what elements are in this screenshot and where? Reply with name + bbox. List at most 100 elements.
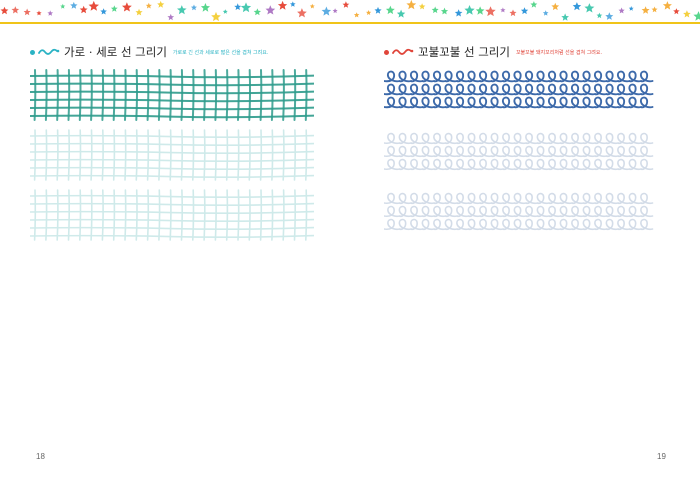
- vertical-stroke: [135, 69, 139, 121]
- section-instruction: 꼬불꼬불 돼지꼬리처럼 선을 겹쳐 그려요.: [515, 49, 603, 56]
- vertical-stroke: [67, 69, 71, 121]
- star-icon: [651, 6, 658, 13]
- horizontal-stroke: [30, 98, 314, 103]
- loop-row-sample: [384, 70, 654, 109]
- vertical-stroke: [305, 189, 308, 241]
- star-icon: [396, 9, 406, 18]
- horizontal-stroke: [30, 194, 314, 199]
- star-icon: [60, 3, 66, 9]
- horizontal-stroke: [30, 142, 314, 147]
- star-icon: [265, 5, 276, 15]
- star-icon: [628, 6, 634, 11]
- vertical-stroke: [237, 129, 240, 181]
- star-icon: [297, 8, 307, 18]
- vertical-stroke: [45, 129, 48, 181]
- vertical-stroke: [259, 189, 263, 241]
- vertical-stroke: [124, 129, 127, 181]
- vertical-stroke: [33, 189, 37, 241]
- vertical-stroke: [180, 129, 184, 181]
- vertical-stroke: [169, 129, 172, 181]
- loop-stroke: [384, 132, 654, 145]
- vertical-stroke: [259, 129, 263, 181]
- vertical-stroke: [44, 69, 48, 121]
- vertical-stroke: [305, 129, 308, 181]
- vertical-stroke: [101, 129, 104, 181]
- star-icon: [234, 3, 242, 10]
- right-section-title: 꼬불꼬불 선 그리기 꼬불꼬불 돼지꼬리처럼 선을 겹쳐 그려요.: [384, 44, 602, 60]
- vertical-stroke: [90, 69, 93, 121]
- star-icon: [177, 5, 187, 15]
- vertical-stroke: [293, 69, 297, 121]
- star-icon: [353, 12, 360, 18]
- star-icon: [47, 10, 54, 16]
- vertical-stroke: [158, 129, 161, 181]
- horizontal-stroke: [30, 226, 314, 231]
- star-icon: [542, 10, 549, 16]
- star-icon: [406, 0, 417, 10]
- star-icon: [0, 6, 9, 15]
- page-number-right: 19: [657, 452, 666, 461]
- vertical-stroke: [203, 189, 206, 241]
- horizontal-stroke: [30, 166, 314, 171]
- star-icon: [88, 0, 99, 11]
- star-icon: [418, 3, 426, 10]
- star-icon: [641, 6, 650, 14]
- star-icon: [596, 12, 603, 19]
- vertical-stroke: [271, 189, 274, 241]
- vertical-stroke: [56, 189, 59, 241]
- vertical-stroke: [282, 189, 285, 241]
- vertical-stroke: [157, 69, 161, 121]
- star-pattern: [0, 0, 700, 22]
- vertical-stroke: [225, 129, 229, 181]
- grid-practice-panel: [30, 69, 314, 241]
- star-icon: [222, 9, 228, 14]
- star-icon: [584, 3, 595, 13]
- horizontal-stroke: [30, 158, 314, 163]
- section-heading: 가로 · 세로 선 그리기: [64, 45, 167, 59]
- star-icon: [79, 5, 88, 14]
- star-icon: [309, 3, 315, 9]
- star-icon: [11, 6, 20, 14]
- star-icon: [70, 1, 78, 9]
- star-icon: [500, 7, 506, 13]
- squiggle-icon: [392, 48, 414, 55]
- star-icon: [167, 13, 175, 21]
- vertical-stroke: [33, 129, 37, 181]
- star-icon: [440, 7, 449, 15]
- star-icon: [520, 7, 529, 15]
- grid-row-trace: [30, 189, 314, 241]
- vertical-stroke: [293, 129, 297, 181]
- vertical-stroke: [237, 69, 240, 121]
- vertical-stroke: [259, 69, 263, 121]
- vertical-stroke: [169, 189, 172, 241]
- loop-stroke: [384, 205, 654, 218]
- star-icon: [561, 13, 569, 21]
- star-icon: [290, 1, 296, 7]
- star-icon: [374, 6, 382, 14]
- horizontal-stroke: [30, 90, 314, 95]
- star-icon: [200, 3, 210, 12]
- horizontal-stroke: [30, 82, 314, 87]
- vertical-stroke: [225, 69, 229, 121]
- horizontal-stroke: [30, 218, 314, 223]
- star-icon: [662, 1, 672, 10]
- vertical-stroke: [248, 189, 251, 241]
- star-icon: [145, 2, 152, 9]
- star-icon: [475, 6, 485, 15]
- bullet-dot: [384, 49, 389, 55]
- star-icon: [122, 2, 132, 12]
- vertical-stroke: [146, 189, 150, 241]
- vertical-stroke: [124, 69, 127, 121]
- star-icon: [551, 2, 560, 11]
- loop-practice-panel: [384, 70, 654, 231]
- vertical-stroke: [135, 129, 138, 181]
- vertical-stroke: [78, 69, 82, 121]
- loop-stroke: [384, 83, 654, 96]
- vertical-stroke: [158, 189, 161, 241]
- vertical-stroke: [248, 129, 251, 181]
- star-icon: [100, 8, 107, 15]
- vertical-stroke: [192, 189, 195, 241]
- vertical-stroke: [101, 69, 105, 121]
- loop-row-trace: [384, 192, 654, 231]
- horizontal-stroke: [30, 150, 314, 155]
